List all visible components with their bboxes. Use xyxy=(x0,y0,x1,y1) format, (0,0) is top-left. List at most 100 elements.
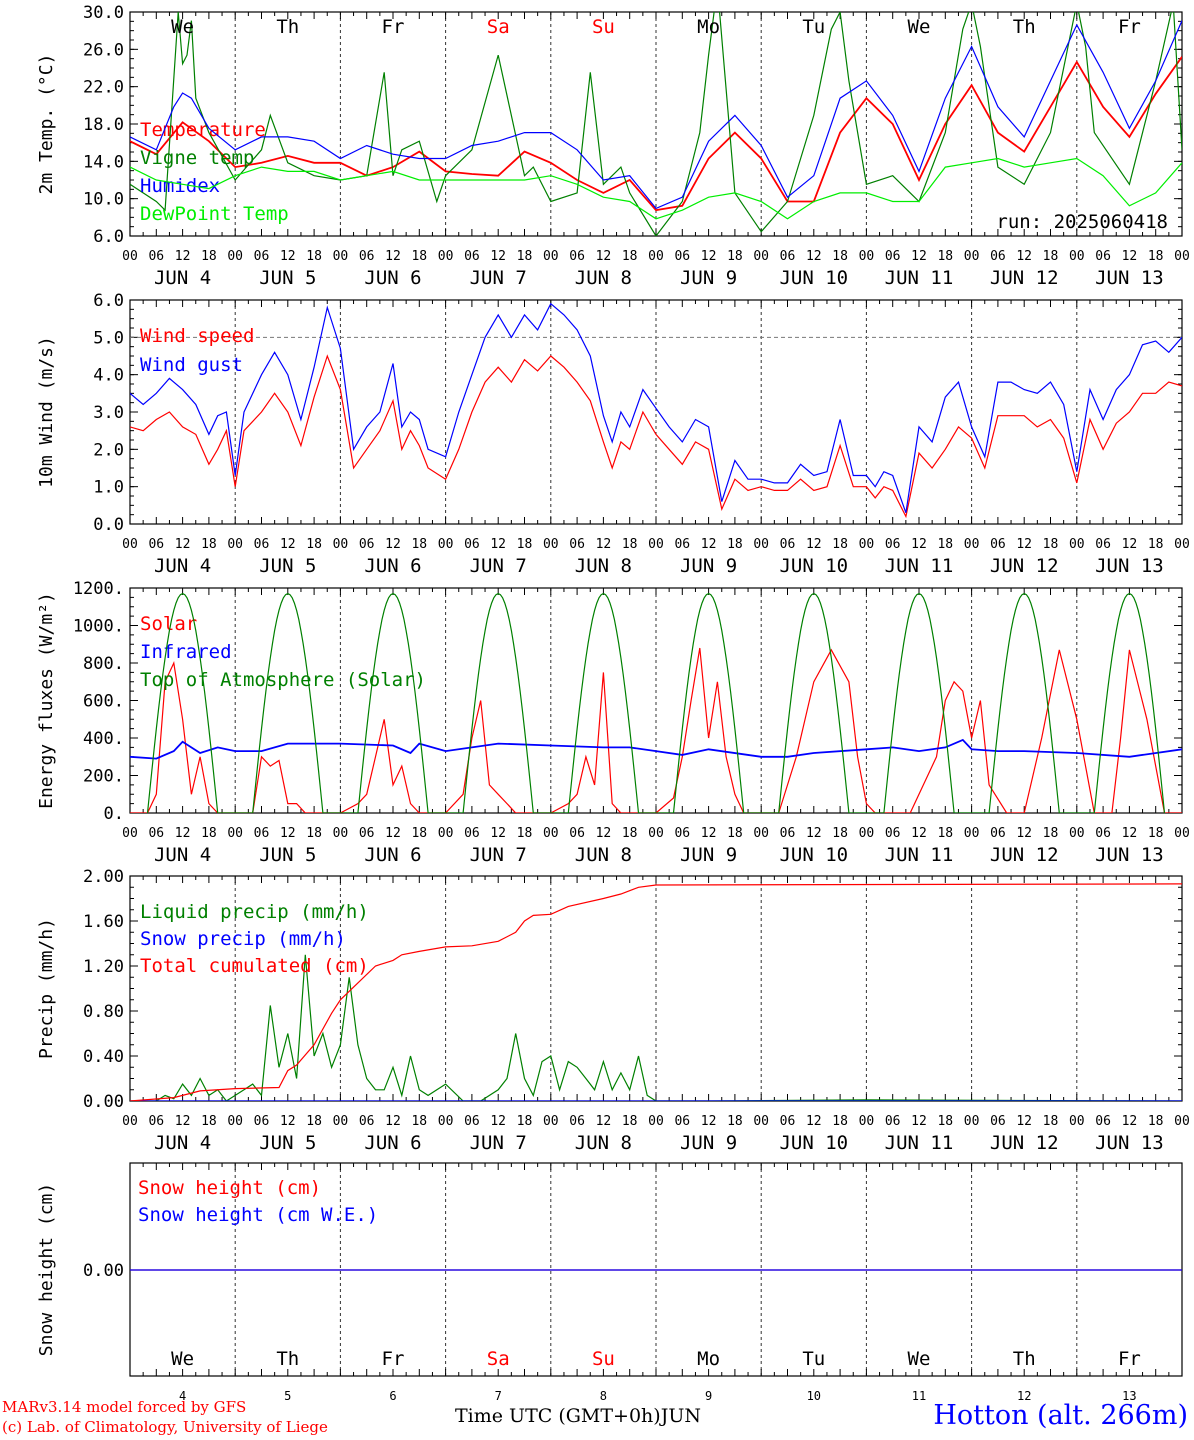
y-tick-label: 1.60 xyxy=(83,912,124,932)
weekday-label-top: We xyxy=(171,16,194,38)
weekday-label-bottom: Sa xyxy=(487,1348,510,1370)
hour-label: 06 xyxy=(885,826,901,841)
hour-label: 18 xyxy=(727,1114,743,1129)
hour-label: 06 xyxy=(254,537,270,552)
hour-label: 12 xyxy=(911,826,927,841)
hour-label: 00 xyxy=(227,537,243,552)
date-label: JUN 12 xyxy=(990,844,1059,866)
legend-entry: Snow height (cm) xyxy=(138,1177,321,1199)
hour-label: 18 xyxy=(727,249,743,264)
date-label: JUN 8 xyxy=(575,555,632,577)
lab-credit: (c) Lab. of Climatology, University of L… xyxy=(2,1418,328,1436)
date-label: JUN 6 xyxy=(364,267,421,289)
panel-5: 0.00 Snow height (cm) Snow height (cm) Snow… xyxy=(36,1162,1183,1377)
date-label: JUN 8 xyxy=(575,267,632,289)
hour-label: 00 xyxy=(543,249,559,264)
legend-entry: Snow height (cm W.E.) xyxy=(138,1204,378,1226)
date-number: 12 xyxy=(1017,1389,1031,1403)
series-line-1 xyxy=(130,647,1182,813)
date-label: JUN 12 xyxy=(990,1132,1059,1154)
weekday-label-bottom: Fr xyxy=(382,1348,405,1370)
hour-label: 06 xyxy=(254,826,270,841)
date-label: JUN 4 xyxy=(154,844,211,866)
date-number: 6 xyxy=(389,1389,396,1403)
series-line-1 xyxy=(130,954,1182,1101)
hour-label: 06 xyxy=(780,537,796,552)
hour-label: 00 xyxy=(1069,1114,1085,1129)
hour-label: 18 xyxy=(411,249,427,264)
date-number: 7 xyxy=(495,1389,502,1403)
hour-label: 06 xyxy=(569,537,585,552)
hour-label: 00 xyxy=(1069,826,1085,841)
date-label: JUN 7 xyxy=(470,1132,527,1154)
hour-label: 18 xyxy=(727,537,743,552)
hour-label: 00 xyxy=(648,826,664,841)
hour-label: 00 xyxy=(543,1114,559,1129)
y-tick-label: 1.20 xyxy=(83,957,124,977)
hour-label: 06 xyxy=(464,1114,480,1129)
y-tick-label: 2.0 xyxy=(93,440,124,460)
hour-label: 00 xyxy=(753,826,769,841)
hour-label: 00 xyxy=(333,826,349,841)
y-tick-label: 0.40 xyxy=(83,1047,124,1067)
hour-label: 06 xyxy=(359,1114,375,1129)
hour-label: 12 xyxy=(280,826,296,841)
hour-label: 00 xyxy=(122,537,138,552)
hour-label: 18 xyxy=(517,826,533,841)
hour-label: 00 xyxy=(1174,826,1190,841)
hour-label: 06 xyxy=(885,1114,901,1129)
series-line-3 xyxy=(146,592,1166,813)
hour-label: 00 xyxy=(753,249,769,264)
hour-label: 00 xyxy=(333,1114,349,1129)
legend-entry: Top of Atmosphere (Solar) xyxy=(140,669,426,691)
hour-label: 06 xyxy=(254,249,270,264)
hour-label: 06 xyxy=(990,1114,1006,1129)
panel-2: 0.0 1.0 2.0 3.0 4.0 5.0 6.0 10m Wind (m/s) Wind … xyxy=(36,291,1190,577)
weekday-label-bottom: Mo xyxy=(697,1348,720,1370)
date-label: JUN 13 xyxy=(1095,555,1164,577)
legend-entry: Infrared xyxy=(140,641,232,663)
legend-entry: Wind gust xyxy=(140,354,243,376)
hour-label: 06 xyxy=(464,249,480,264)
hour-label: 00 xyxy=(438,1114,454,1129)
series-line-4 xyxy=(130,157,1182,220)
hour-label: 06 xyxy=(990,826,1006,841)
hour-label: 18 xyxy=(201,537,217,552)
legend-entry: Snow precip (mm/h) xyxy=(140,928,346,950)
date-label: JUN 9 xyxy=(680,844,737,866)
panel-4: 0.00 0.40 0.80 1.20 1.60 2.00 Precip (mm/h) Liq… xyxy=(36,867,1190,1154)
date-label: JUN 12 xyxy=(990,267,1059,289)
hour-label: 12 xyxy=(385,537,401,552)
hour-label: 00 xyxy=(227,249,243,264)
hour-label: 18 xyxy=(622,1114,638,1129)
y-tick-label: 22.0 xyxy=(83,78,124,98)
hour-label: 00 xyxy=(122,1114,138,1129)
hour-label: 12 xyxy=(596,826,612,841)
hour-label: 18 xyxy=(306,1114,322,1129)
y-axis-title: Energy fluxes (W/m²) xyxy=(36,592,57,809)
hour-label: 06 xyxy=(359,826,375,841)
series-line-2 xyxy=(130,12,1182,236)
hour-label: 00 xyxy=(753,537,769,552)
date-label: JUN 9 xyxy=(680,267,737,289)
date-number: 5 xyxy=(284,1389,291,1403)
hour-label: 18 xyxy=(832,1114,848,1129)
run-label: run: 2025060418 xyxy=(996,211,1168,233)
hour-label: 00 xyxy=(543,537,559,552)
hour-label: 06 xyxy=(1095,249,1111,264)
hour-label: 12 xyxy=(280,249,296,264)
legend-entry: Liquid precip (mm/h) xyxy=(140,901,369,923)
hour-label: 12 xyxy=(385,249,401,264)
hour-label: 06 xyxy=(674,1114,690,1129)
hour-label: 06 xyxy=(254,1114,270,1129)
date-number: 13 xyxy=(1122,1389,1136,1403)
y-tick-label: 4.0 xyxy=(93,366,124,386)
series-line-3 xyxy=(130,20,1182,210)
date-label: JUN 13 xyxy=(1095,267,1164,289)
hour-label: 18 xyxy=(411,1114,427,1129)
weekday-label-bottom: We xyxy=(171,1348,194,1370)
weekday-label-bottom: Th xyxy=(276,1348,299,1370)
hour-label: 18 xyxy=(517,537,533,552)
hour-label: 06 xyxy=(464,826,480,841)
